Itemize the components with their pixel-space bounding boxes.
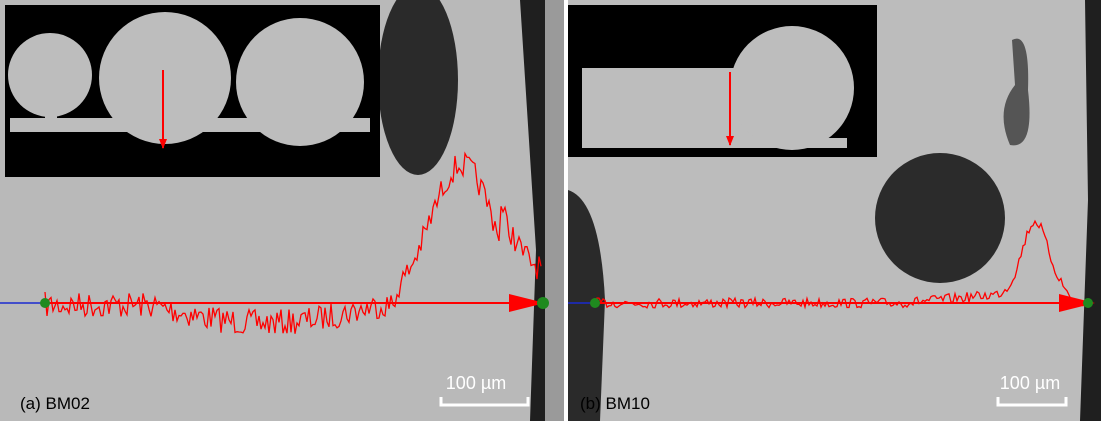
panel-b: (b) BM10 100 µm xyxy=(568,0,1101,421)
panel-label: (a) BM02 xyxy=(20,394,90,413)
panel-label: (b) BM10 xyxy=(580,394,650,413)
profile xyxy=(44,151,542,334)
scale-bar-label: 100 µm xyxy=(446,373,506,393)
profile xyxy=(594,219,1088,310)
inset-shapes xyxy=(582,26,854,150)
panel-a: (a) BM02 100 µm xyxy=(0,0,564,421)
edge xyxy=(520,0,552,421)
scale-bar xyxy=(439,397,530,407)
scale-bar xyxy=(996,397,1068,407)
scale-bar-label: 100 µm xyxy=(1000,373,1060,393)
inset-shapes xyxy=(8,12,370,146)
pore xyxy=(378,0,458,175)
pore xyxy=(875,153,1005,283)
